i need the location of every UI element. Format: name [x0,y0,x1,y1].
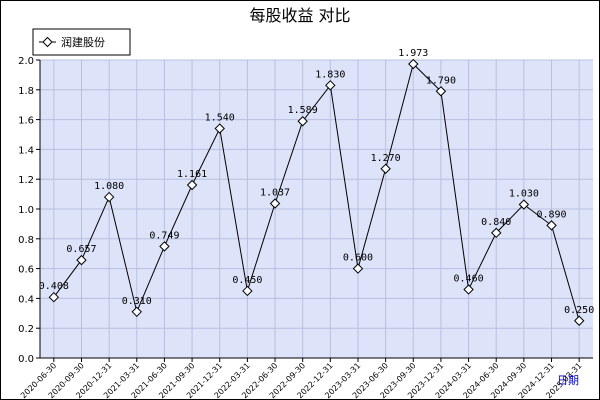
legend-series-name: 润建股份 [61,35,105,49]
y-tick-label: 1.0 [18,205,34,216]
data-label: 1.037 [260,187,290,198]
y-tick-label: 0.8 [18,235,34,246]
data-label: 0.408 [39,281,69,292]
series-line [53,63,580,321]
data-label: 1.080 [94,181,124,192]
data-label: 0.890 [536,209,566,220]
series-group: 0.408 0.657 1.080 0.310 0.749 1.161 1.540 0.450… [39,48,594,326]
y-tick-label: 0.6 [18,265,34,276]
data-point-marker [518,199,530,210]
legend: 润建股份 [32,28,131,56]
data-point-marker [546,220,557,231]
y-tick-label: 0.0 [18,354,34,365]
data-point-marker [131,306,142,318]
data-point-marker [463,284,474,295]
x-axis-label: 日期 [557,374,579,387]
y-axis-ticks: 0.0 0.2 0.4 0.6 0.8 1.0 1.2 1.4 1.6 1.8 2.0 [18,56,40,365]
chart-title: 每股收益 对比 [249,6,350,25]
data-label: 0.657 [66,244,96,255]
data-point-marker [214,123,225,134]
data-label: 1.161 [177,169,207,180]
y-tick-label: 1.2 [18,175,34,186]
data-point-marker [186,179,198,191]
data-label: 1.030 [509,189,539,200]
data-label: 0.460 [454,273,484,284]
y-tick-label: 1.8 [18,86,34,97]
data-label: 1.270 [371,153,401,164]
data-point-marker [242,285,253,297]
legend-diamond-marker-icon [42,36,53,48]
data-point-marker [491,227,502,239]
y-tick-label: 1.4 [18,145,34,156]
data-label: 1.973 [398,48,428,59]
data-point-marker [325,80,336,91]
grid-lines [40,59,593,358]
data-label: 1.790 [426,75,456,86]
data-label: 0.600 [343,253,373,264]
data-point-marker [297,116,308,127]
y-tick-label: 2.0 [18,56,34,67]
data-label: 0.310 [122,296,152,307]
data-label: 0.749 [149,230,179,241]
data-label: 0.250 [564,305,594,316]
data-point-marker [103,191,115,203]
y-tick-label: 1.6 [18,116,34,127]
data-point-marker [408,58,419,70]
x-axis-ticks: 2020-06-302020-09-302020-12-312021-03-31… [19,358,584,400]
data-label: 1.830 [315,69,345,80]
data-point-marker [380,163,391,174]
data-point-marker [269,198,281,209]
data-point-marker [352,263,364,274]
data-point-marker [48,292,60,303]
y-tick-label: 0.4 [18,294,34,305]
data-label: 0.840 [481,217,511,228]
data-label: 0.450 [232,275,262,286]
data-point-marker [435,86,447,97]
y-tick-label: 0.2 [18,324,34,335]
data-label: 1.540 [205,113,235,124]
data-point-marker [159,241,170,252]
data-point-marker [76,254,87,266]
data-point-marker [573,315,585,326]
data-label: 1.589 [288,105,318,116]
